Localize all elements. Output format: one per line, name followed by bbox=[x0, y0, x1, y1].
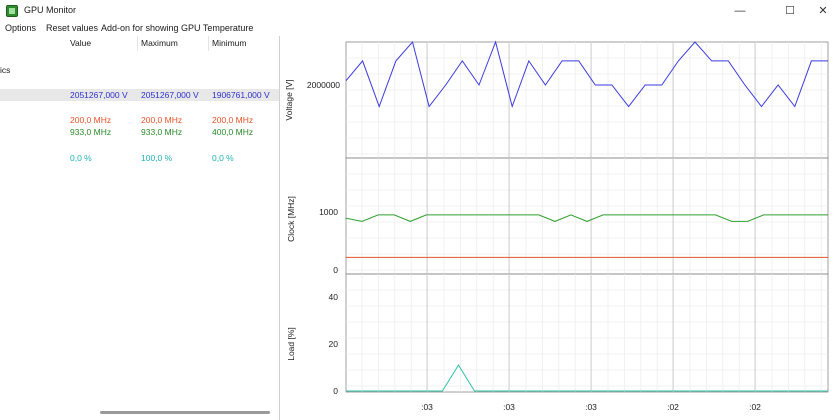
load-plot-area bbox=[345, 273, 829, 393]
menu-bar: Options Reset values Add-on for showing … bbox=[0, 22, 840, 36]
close-button[interactable]: ✕ bbox=[818, 5, 828, 17]
menu-addon-gpu-temperature[interactable]: Add-on for showing GPU Temperature bbox=[101, 23, 254, 33]
charts-svg: Voltage [V] 2000000 Clock [MHz] 1000 0 L… bbox=[284, 40, 829, 412]
core-clock-value: 933,0 MHz bbox=[70, 127, 112, 137]
core-clock-series-line bbox=[345, 214, 828, 222]
load-chart: Load [%] 40 20 0 bbox=[286, 273, 829, 396]
table-row-memory-clock[interactable]: 200,0 MHz 200,0 MHz 200,0 MHz bbox=[0, 114, 279, 126]
voltage-chart: Voltage [V] 2000000 bbox=[284, 40, 829, 159]
column-separator[interactable] bbox=[137, 36, 138, 51]
column-header-minimum[interactable]: Minimum bbox=[212, 38, 247, 48]
load-tick-label-20: 20 bbox=[329, 339, 339, 349]
minimize-button[interactable]: — bbox=[734, 5, 746, 17]
voltage-axis-label: Voltage [V] bbox=[284, 79, 294, 120]
clock-chart: Clock [MHz] 1000 0 bbox=[286, 157, 829, 275]
time-label: :03 bbox=[503, 402, 515, 412]
voltage-series-line bbox=[345, 40, 828, 109]
load-tick-label-40: 40 bbox=[329, 292, 339, 302]
voltage-minimum: 1906761,000 V bbox=[212, 90, 270, 100]
sensor-table: Value Maximum Minimum ics 2051267,000 V … bbox=[0, 36, 280, 420]
load-minimum: 0,0 % bbox=[212, 153, 234, 163]
clock-axis-label: Clock [MHz] bbox=[286, 196, 296, 242]
load-tick-label-0: 0 bbox=[333, 386, 338, 396]
memory-clock-value: 200,0 MHz bbox=[70, 115, 112, 125]
memory-clock-maximum: 200,0 MHz bbox=[141, 115, 183, 125]
clock-tick-label-1000: 1000 bbox=[319, 207, 338, 217]
time-label: :02 bbox=[749, 402, 761, 412]
menu-options[interactable]: Options bbox=[5, 23, 37, 33]
core-clock-maximum: 933,0 MHz bbox=[141, 127, 183, 137]
table-row-load[interactable]: 0,0 % 100,0 % 0,0 % bbox=[0, 152, 279, 164]
gpu-app-icon bbox=[6, 5, 18, 17]
load-maximum: 100,0 % bbox=[141, 153, 173, 163]
column-header-value[interactable]: Value bbox=[70, 38, 92, 48]
voltage-value: 2051267,000 V bbox=[70, 90, 128, 100]
table-row-section[interactable]: ics bbox=[0, 64, 279, 76]
section-label: ics bbox=[0, 65, 11, 75]
menu-reset-values[interactable]: Reset values bbox=[46, 23, 99, 33]
column-header-maximum[interactable]: Maximum bbox=[141, 38, 178, 48]
title-bar: GPU Monitor — ☐ ✕ bbox=[0, 0, 840, 22]
clock-tick-label-0: 0 bbox=[333, 265, 338, 275]
table-row-core-clock[interactable]: 933,0 MHz 933,0 MHz 400,0 MHz bbox=[0, 126, 279, 138]
voltage-maximum: 2051267,000 V bbox=[141, 90, 199, 100]
time-label: :03 bbox=[585, 402, 597, 412]
column-separator[interactable] bbox=[208, 36, 209, 51]
load-axis-label: Load [%] bbox=[286, 327, 296, 361]
load-series-line bbox=[346, 364, 828, 392]
table-row-voltage[interactable]: 2051267,000 V 2051267,000 V 1906761,000 … bbox=[0, 89, 279, 101]
window-title: GPU Monitor bbox=[24, 5, 77, 15]
memory-clock-minimum: 200,0 MHz bbox=[212, 115, 254, 125]
load-value: 0,0 % bbox=[70, 153, 92, 163]
charts-panel: Voltage [V] 2000000 Clock [MHz] 1000 0 L… bbox=[280, 36, 840, 420]
horizontal-scrollbar[interactable] bbox=[100, 411, 270, 414]
core-clock-minimum: 400,0 MHz bbox=[212, 127, 254, 137]
time-label: :03 bbox=[421, 402, 433, 412]
time-label: :02 bbox=[667, 402, 679, 412]
maximize-button[interactable]: ☐ bbox=[785, 5, 795, 17]
voltage-tick-label: 2000000 bbox=[307, 80, 340, 90]
